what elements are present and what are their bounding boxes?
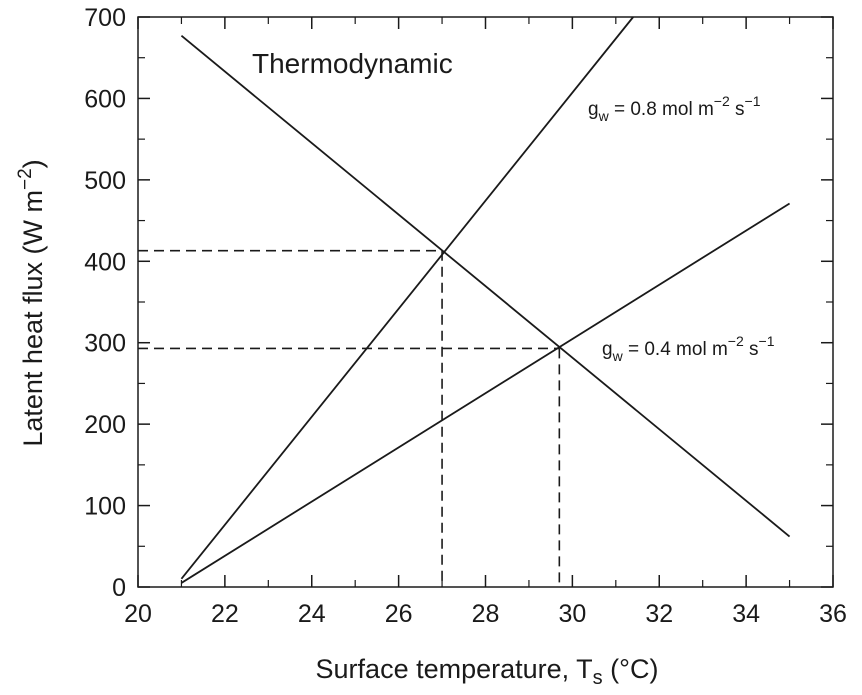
gw-04-sup2: −1 xyxy=(759,333,775,349)
gw-08-line xyxy=(180,16,634,580)
gw-04-sub: w xyxy=(612,348,624,364)
y-tick-label: 200 xyxy=(84,411,126,439)
x-axis-label-unit: (°C) xyxy=(603,654,659,684)
y-axis-label: Latent heat flux (W m−2) xyxy=(15,159,48,446)
tick-labels: 20 22 24 26 28 30 32 34 36 0 100 200 300 400 500 600 700 xyxy=(84,4,847,628)
thermodynamic-label: Thermodynamic xyxy=(252,48,453,79)
x-tick-label: 32 xyxy=(645,600,673,628)
x-tick-label: 20 xyxy=(124,600,152,628)
x-tick-label: 34 xyxy=(732,600,760,628)
reference-lines xyxy=(138,249,561,587)
gw-08-sub: w xyxy=(598,108,610,124)
gw-08-text: = 0.8 mol m xyxy=(609,99,714,120)
y-axis-label-end: ) xyxy=(18,159,48,168)
gw-04-sup: −2 xyxy=(728,333,744,349)
x-axis-label: Surface temperature, Ts (°C) xyxy=(316,654,659,689)
x-tick-label: 28 xyxy=(472,600,500,628)
x-tick-label: 30 xyxy=(558,600,586,628)
x-tick-label: 36 xyxy=(819,600,847,628)
gw-08-g: g xyxy=(588,99,599,120)
gw-08-sup: −2 xyxy=(714,93,730,109)
series-lines xyxy=(180,16,791,584)
y-tick-label: 100 xyxy=(84,493,126,521)
gw-04-text: = 0.4 mol m xyxy=(623,339,728,360)
gw-04-g: g xyxy=(602,339,613,360)
thermodynamic-line xyxy=(180,35,791,538)
x-axis-label-sub: s xyxy=(593,667,603,689)
gw-04-line xyxy=(180,202,791,584)
x-axis-label-main: Surface temperature, T xyxy=(316,654,593,684)
y-tick-label: 500 xyxy=(84,167,126,195)
y-tick-label: 0 xyxy=(112,574,126,602)
y-tick-label: 400 xyxy=(84,248,126,276)
y-tick-label: 600 xyxy=(84,85,126,113)
gw-08-label: gw = 0.8 mol m−2 s−1 xyxy=(588,93,761,124)
x-tick-label: 22 xyxy=(211,600,239,628)
ticks xyxy=(137,16,834,588)
y-tick-label: 300 xyxy=(84,330,126,358)
gw-04-label: gw = 0.4 mol m−2 s−1 xyxy=(602,333,775,364)
gw-04-tail: s xyxy=(744,339,759,360)
y-tick-label: 700 xyxy=(84,4,126,32)
gw-08-sup2: −1 xyxy=(745,93,761,109)
gw-08-tail: s xyxy=(730,99,745,120)
x-tick-label: 24 xyxy=(298,600,326,628)
x-tick-label: 26 xyxy=(385,600,413,628)
y-axis-label-main: Latent heat flux (W m xyxy=(18,190,48,447)
y-axis-label-sup: −2 xyxy=(15,168,36,190)
